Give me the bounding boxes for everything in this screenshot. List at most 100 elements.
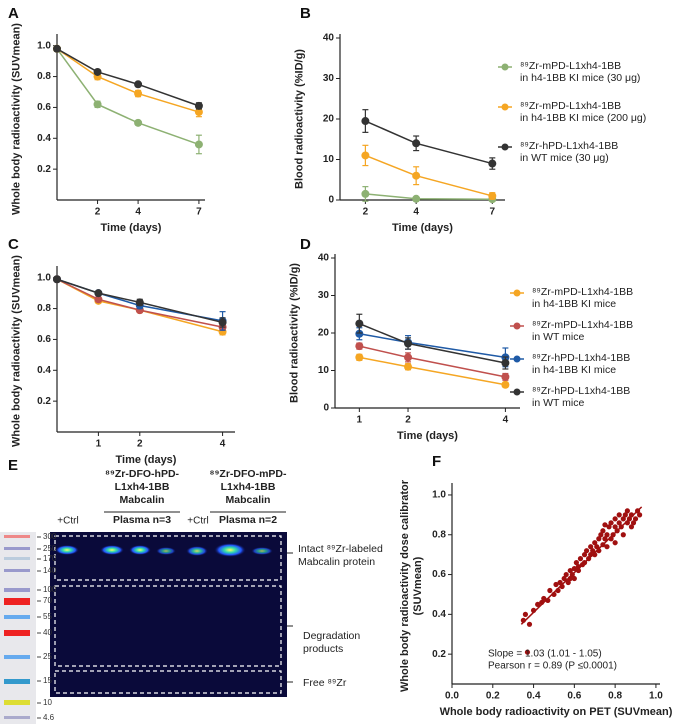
data-point: [194, 108, 203, 117]
series-line: [56, 278, 223, 324]
ladder-bands: [4, 535, 30, 719]
x-axis-title: Time (days): [397, 430, 458, 442]
series-line: [365, 120, 493, 165]
gel-annotation: Intact ⁸⁹Zr-labeled Mabcalin protein: [298, 543, 383, 568]
legend-marker: [501, 103, 509, 111]
lane-label: +Ctrl: [57, 516, 78, 527]
fit-line: [520, 506, 643, 625]
data-point: [501, 359, 510, 367]
legend-marker: [513, 289, 521, 297]
scatter-point: [567, 567, 573, 574]
y-tick-label: 0.8: [432, 529, 446, 540]
x-axis-title: Time (days): [392, 222, 453, 234]
legend-marker: [501, 143, 509, 151]
scatter-point: [600, 528, 606, 534]
data-point: [53, 44, 61, 53]
scatter-point: [608, 520, 614, 526]
x-tick-label: 0.2: [486, 691, 500, 702]
scatter-point: [612, 540, 618, 546]
y-axis-title: Blood radioactivity (%ID/g): [293, 49, 306, 189]
ladder-label: 4.6: [43, 713, 55, 722]
panel-label: B: [300, 5, 311, 22]
scatter-point: [557, 579, 563, 586]
series-line: [56, 48, 200, 113]
x-tick-label: 2: [363, 207, 369, 218]
scatter-point: [620, 532, 626, 538]
series-line: [56, 278, 223, 328]
panel-label: C: [8, 236, 19, 253]
data-point: [194, 101, 203, 110]
y-tick-label: 1.0: [432, 490, 446, 501]
x-tick-label: 0.6: [567, 691, 581, 702]
y-tick-label: 20: [323, 114, 335, 125]
scatter-point: [581, 552, 588, 558]
ladder-label: 40: [43, 628, 52, 637]
gel-bands: [55, 543, 273, 557]
scatter-point: [596, 536, 602, 542]
ladder-label: 25: [43, 652, 52, 661]
x-tick-label: 4: [503, 415, 509, 426]
y-tick-label: 40: [318, 253, 330, 264]
scatter-point: [622, 512, 628, 518]
ladder-label: 10: [43, 698, 52, 707]
y-tick-label: 1.0: [37, 272, 51, 283]
scatter-point: [547, 587, 553, 594]
scatter-point: [632, 516, 639, 522]
y-tick-label: 0.8: [37, 303, 51, 314]
y-tick-label: 10: [323, 154, 335, 165]
ladder-label: 250: [43, 544, 57, 553]
y-tick-label: 0.6: [432, 569, 446, 580]
x-tick-label: 7: [490, 207, 496, 218]
legend-entry: ⁸⁹Zr-mPD-L1xh4-1BB in h4-1BB KI mice (20…: [520, 100, 647, 124]
data-point: [93, 100, 102, 109]
y-tick-label: 0.2: [37, 396, 51, 407]
scatter-point: [606, 524, 612, 530]
data-point: [501, 372, 510, 381]
series-line: [359, 333, 506, 359]
y-tick-label: 0.4: [37, 365, 51, 376]
ladder-label: 170: [43, 554, 57, 563]
panel-label: E: [8, 457, 18, 474]
y-tick-label: 1.0: [37, 40, 51, 51]
gel-annotation: Degradation products: [303, 630, 361, 655]
data-point: [355, 353, 364, 362]
scatter-point: [624, 508, 630, 514]
y-tick-label: 0: [323, 403, 329, 414]
gel-regions: [54, 535, 282, 694]
x-tick-label: 2: [95, 207, 101, 218]
legend-entry: ⁸⁹Zr-hPD-L1xh4-1BB in WT mice: [532, 385, 631, 409]
scatter-point: [573, 560, 579, 566]
data-point: [404, 362, 413, 371]
ladder-label: 300: [43, 532, 57, 541]
y-axis-title: Whole body radioactivity dose calibrator…: [399, 479, 424, 692]
x-axis-title: Whole body radioactivity on PET (SUVmean…: [440, 706, 673, 718]
ladder-strip: [0, 532, 36, 724]
data-point: [355, 319, 364, 328]
data-point: [501, 380, 510, 389]
x-tick-label: 7: [196, 207, 202, 218]
scatter-point: [524, 649, 531, 655]
data-point: [355, 342, 364, 351]
ladder-label: 140: [43, 566, 57, 575]
scatter-point: [535, 601, 541, 608]
y-tick-label: 0.2: [432, 649, 446, 660]
legend-entry: ⁸⁹Zr-mPD-L1xh4-1BB in WT mice: [532, 319, 634, 343]
series-line: [56, 48, 200, 107]
gel: [50, 532, 287, 697]
scatter-point: [577, 556, 584, 562]
y-tick-label: 30: [323, 73, 335, 84]
x-tick-label: 4: [220, 439, 226, 450]
scatter-point: [620, 516, 626, 522]
scatter-point: [604, 532, 610, 538]
scatter-point: [561, 575, 567, 582]
data-point: [412, 139, 421, 148]
y-tick-label: 30: [318, 290, 330, 301]
scatter-point: [541, 595, 547, 602]
y-tick-label: 0.2: [37, 164, 51, 175]
x-tick-label: 4: [413, 207, 419, 218]
gel-pointers: [104, 511, 293, 683]
x-axis-title: Time (days): [116, 454, 177, 466]
scatter-point: [604, 544, 610, 550]
